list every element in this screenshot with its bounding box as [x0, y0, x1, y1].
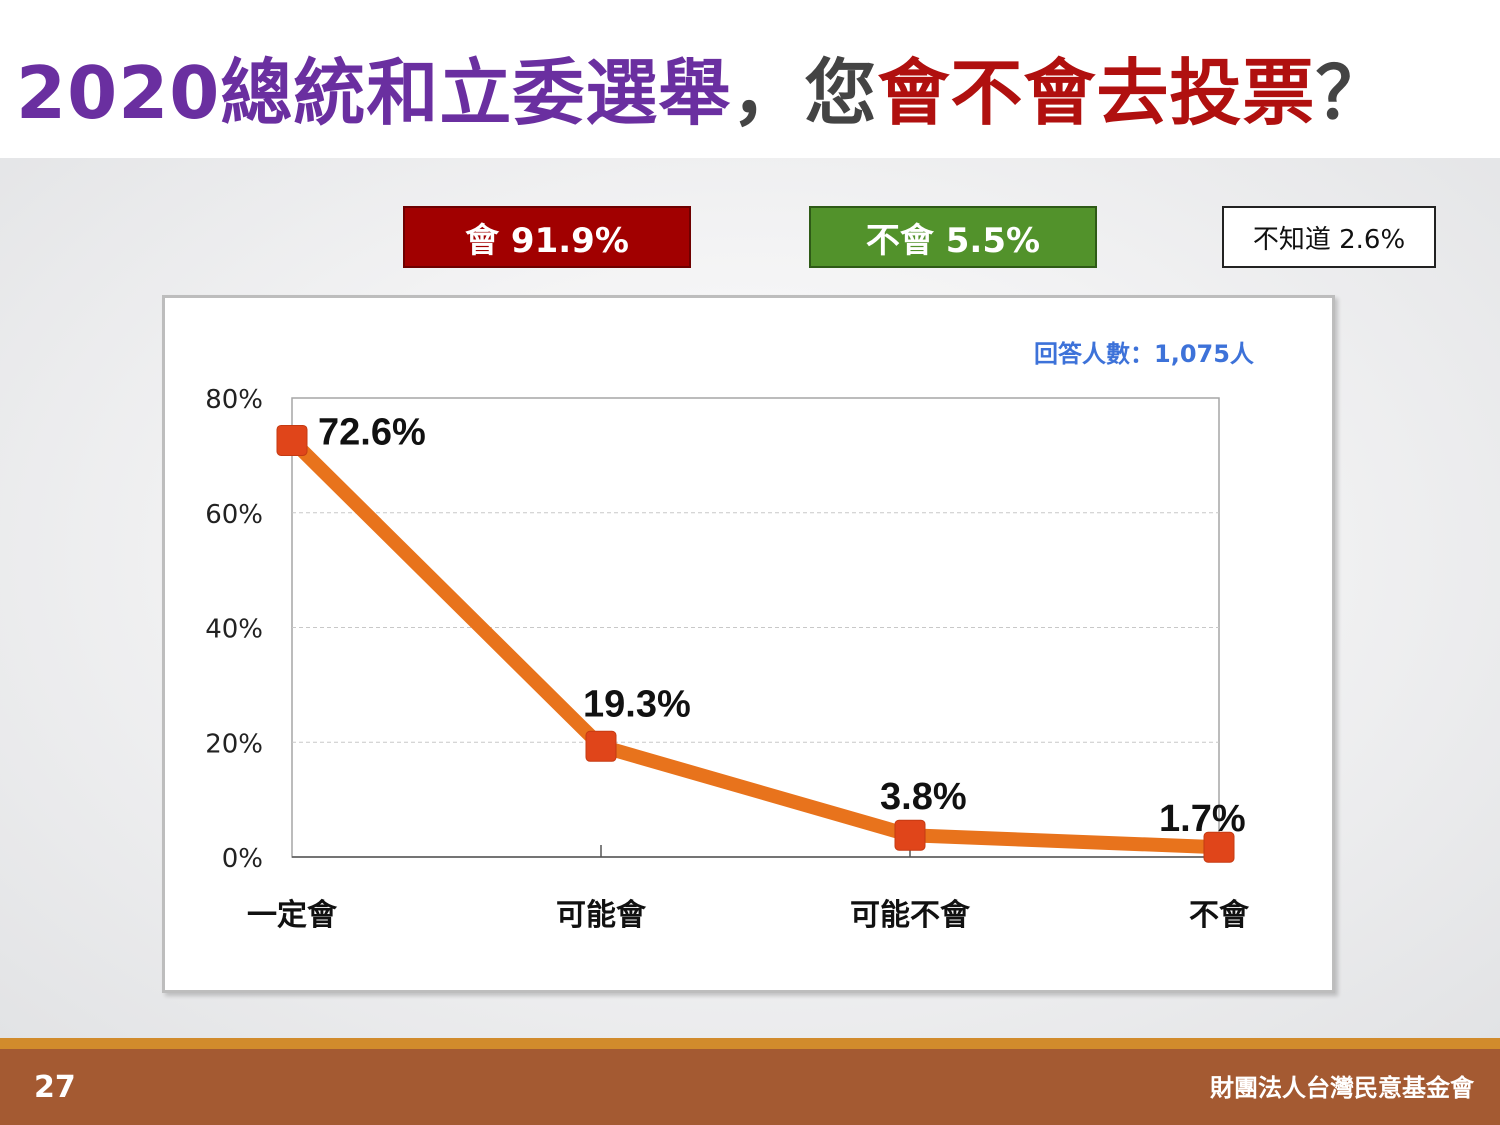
y-tick-label: 0% [222, 844, 263, 874]
page-number: 27 [34, 1070, 76, 1105]
title-part-question-mark: ？ [1315, 51, 1389, 135]
x-tick-label: 不會 [1189, 898, 1250, 933]
y-tick-label: 80% [205, 385, 263, 415]
dont-know-badge: 不知道 2.6% [1222, 206, 1436, 268]
y-tick-label: 40% [205, 615, 263, 645]
respondent-count: 回答人數：1,075人 [1034, 340, 1254, 368]
slide-header: 2020總統和立委選舉，您會不會去投票？ [0, 0, 1500, 158]
x-tick-label: 一定會 [247, 898, 338, 933]
data-point-marker [585, 730, 617, 762]
y-tick-label: 20% [205, 729, 263, 759]
title-part-vote-question: 會不會去投票 [877, 51, 1316, 135]
y-tick-label: 60% [205, 500, 263, 530]
chart-frame [162, 295, 1335, 993]
data-point-marker [276, 424, 308, 456]
footer-bar [0, 1049, 1500, 1125]
data-point-marker [1203, 831, 1235, 863]
data-label: 19.3% [583, 683, 691, 725]
title-part-you: ，您 [731, 51, 878, 135]
x-tick-label: 可能會 [556, 898, 647, 933]
data-label: 3.8% [880, 776, 967, 818]
data-label: 72.6% [318, 411, 426, 453]
x-tick-label: 可能不會 [850, 898, 971, 933]
title-part-election: 2020總統和立委選舉 [16, 51, 732, 135]
organization-name: 財團法人台灣民意基金會 [1210, 1074, 1474, 1102]
data-point-marker [894, 819, 926, 851]
slide-title: 2020總統和立委選舉，您會不會去投票？ [16, 34, 1388, 139]
will-vote-badge: 會 91.9% [403, 206, 691, 268]
data-label: 1.7% [1159, 798, 1246, 840]
footer-accent-line [0, 1038, 1500, 1049]
will-not-vote-badge: 不會 5.5% [809, 206, 1097, 268]
series-line [285, 433, 1226, 855]
